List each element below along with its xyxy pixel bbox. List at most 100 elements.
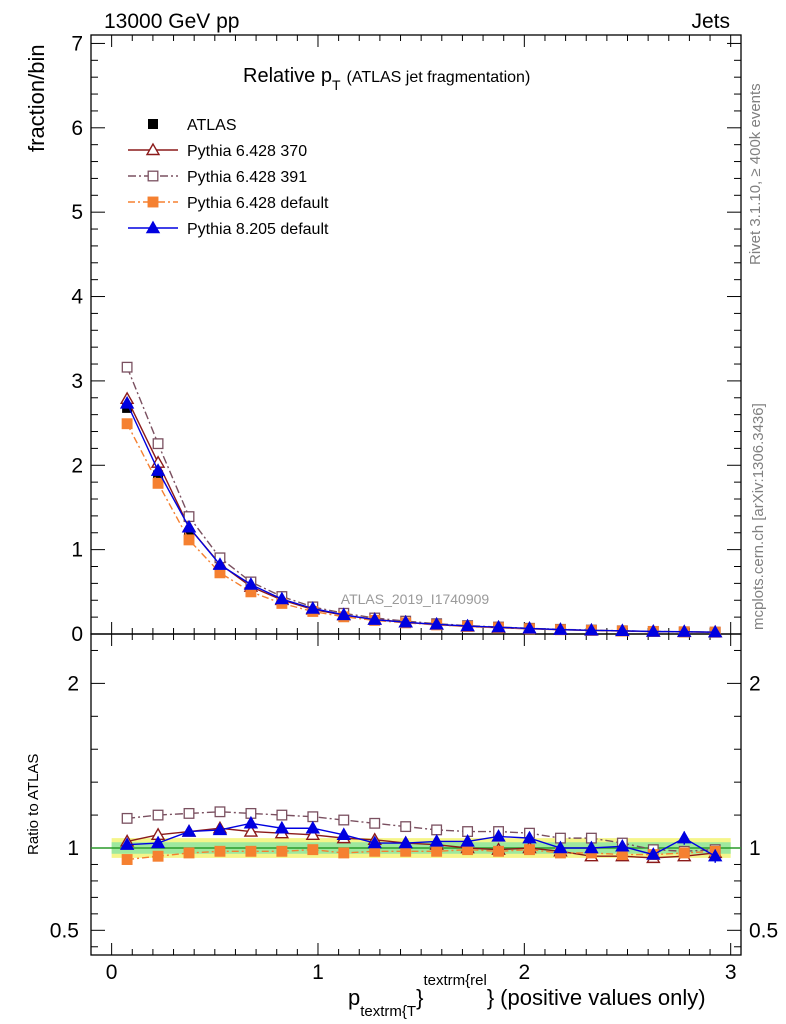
legend-marker <box>145 142 161 156</box>
series-point-ratio <box>121 812 133 824</box>
series-point-main <box>615 623 630 637</box>
series-point-ratio <box>305 827 321 841</box>
y-tick-label: 5 <box>71 201 83 224</box>
series-point-ratio <box>584 840 599 854</box>
series-point-ratio <box>336 827 351 841</box>
x-tick-label: 0 <box>106 961 118 984</box>
xlabel-brace: } <box>416 985 423 1010</box>
legend-label: ATLAS <box>187 117 237 134</box>
series-point-ratio <box>307 844 319 856</box>
series-point-ratio <box>524 844 535 856</box>
series-point-ratio <box>338 814 350 826</box>
legend: ATLAS Pythia 6.428 370 Pythia 6.428 391 Pyt… <box>128 117 329 238</box>
x-tick-label: 1 <box>312 961 324 984</box>
series-point-ratio <box>493 845 504 857</box>
series-point-ratio <box>338 847 350 859</box>
series-point-ratio <box>367 835 382 849</box>
series-point-ratio <box>152 850 164 862</box>
y-tick-label: 1 <box>71 539 83 562</box>
series-point-main <box>584 622 599 636</box>
legend-marker <box>147 170 159 182</box>
legend-label: Pythia 8.205 default <box>187 221 329 238</box>
ylabel-ratio: Ratio to ATLAS <box>25 754 42 855</box>
xlabel-rest: (positive values only) <box>500 985 705 1010</box>
series-point-main <box>181 519 197 533</box>
series-point-ratio <box>214 806 226 818</box>
series-point-main <box>243 577 259 590</box>
series-point-ratio <box>121 854 133 865</box>
series-point-main <box>152 438 164 450</box>
legend-label: Pythia 6.428 391 <box>187 169 307 186</box>
series-point-ratio <box>677 830 692 844</box>
title-suffix: (ATLAS jet fragmentation) <box>347 69 531 86</box>
y-tick-label: 0 <box>71 623 83 646</box>
header-right: Jets <box>691 10 730 33</box>
series-point-main <box>429 616 444 630</box>
legend-label: Pythia 6.428 370 <box>187 143 307 160</box>
ratio-frame <box>90 633 742 956</box>
ratio-y-tick-label-right: 1 <box>749 837 761 860</box>
series-point-main <box>708 624 723 638</box>
series-point-ratio <box>522 830 537 844</box>
series-point-ratio <box>646 847 661 860</box>
xlabel-brace2: } <box>487 985 494 1010</box>
series-point-ratio <box>276 809 288 821</box>
xlabel-main: p <box>348 985 360 1010</box>
y-tick-label: 6 <box>71 117 83 140</box>
y-tick-label: 2 <box>71 454 83 477</box>
legend-label: Pythia 6.428 default <box>187 195 329 212</box>
series-point-ratio <box>708 848 723 862</box>
series-point-ratio <box>429 834 444 847</box>
axes-layer: 0 1 2 3 0 1 2 3 4 5 6 7 0.5 0.5 1 1 2 2 <box>50 32 778 984</box>
y-tick-label: 7 <box>71 32 83 55</box>
xlabel: ptextrm{T}textrm{rel} (positive values on… <box>348 972 706 1020</box>
series-point-ratio <box>553 840 568 854</box>
series-point-main <box>522 621 537 634</box>
series-point-main <box>152 477 164 489</box>
xlabel-sup: textrm{rel <box>423 972 486 989</box>
series-point-main <box>367 612 382 625</box>
series-point-ratio <box>460 834 475 847</box>
series-point-ratio <box>152 809 164 821</box>
series-point-ratio <box>212 822 228 836</box>
title-subscript: T <box>332 77 341 93</box>
xlabel-sub: textrm{T <box>360 1003 416 1020</box>
legend-marker <box>145 220 161 234</box>
series-point-ratio <box>181 824 197 837</box>
y-tick-label: 4 <box>71 286 83 309</box>
series-point-main <box>274 591 290 605</box>
series-point-main <box>491 619 506 633</box>
series-point-main <box>398 614 413 628</box>
title-prefix: Relative p <box>243 65 332 87</box>
series-point-main <box>121 361 133 373</box>
ratio-y-tick-label-right: 0.5 <box>749 919 778 942</box>
ratio-y-tick-label: 1 <box>67 837 79 860</box>
ratio-y-tick-label-right: 2 <box>749 672 761 695</box>
plot-title: Relative pT (ATLAS jet fragmentation) <box>243 65 530 93</box>
series-point-main <box>150 463 166 476</box>
series-point-main <box>183 534 195 546</box>
series-point-ratio <box>431 845 443 857</box>
series-point-main <box>336 607 351 621</box>
series-point-ratio <box>214 845 226 857</box>
series-point-ratio <box>369 817 381 829</box>
series-point-main <box>677 624 692 637</box>
series-point-ratio <box>307 811 319 823</box>
series-point-main <box>305 601 321 614</box>
series-point-ratio <box>274 820 290 834</box>
y-tick-label: 3 <box>71 370 83 393</box>
watermark: ATLAS_2019_I1740909 <box>341 591 490 607</box>
x-tick-label: 2 <box>518 961 530 984</box>
series-point-main <box>212 557 228 570</box>
ratio-y-tick-label: 2 <box>67 672 79 695</box>
series-point-ratio <box>400 821 412 833</box>
legend-marker <box>147 196 159 208</box>
series-point-main <box>119 395 135 409</box>
series-point-main <box>646 624 661 637</box>
series-point-main <box>460 618 475 632</box>
header-left: 13000 GeV pp <box>104 10 239 33</box>
x-tick-label: 3 <box>725 961 737 984</box>
series-line-ratio <box>127 822 716 857</box>
mcplots-label: mcplots.cern.ch [arXiv:1306.3436] <box>750 403 767 630</box>
